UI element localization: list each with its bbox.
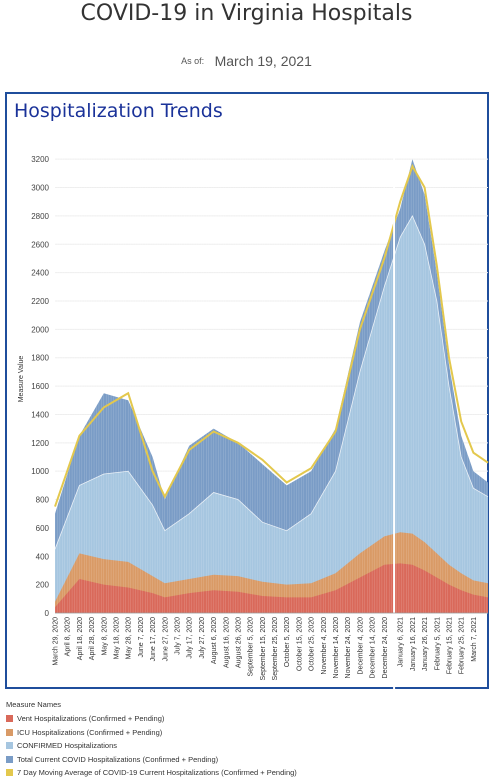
x-tick-label: January 16, 2021: [410, 617, 417, 671]
legend-label: Vent Hospitalizations (Confirmed + Pendi…: [17, 714, 165, 724]
as-of-label: As of:: [181, 55, 205, 66]
y-tick-label: 200: [36, 581, 50, 590]
x-tick-label: May 18, 2020: [114, 617, 121, 660]
y-axis-title: Measure Value: [18, 356, 25, 403]
hospitalization-chart[interactable]: 0 200 400 600 800 1000 1200 1400 1600 1800 2000 220…: [0, 0, 493, 700]
series-area: [55, 563, 488, 613]
y-tick-label: 1800: [31, 354, 49, 363]
as-of-line: As of: March 19, 2021: [0, 52, 493, 70]
x-tick-label: June 7, 2020: [138, 617, 145, 658]
x-tick-label: November 14, 2020: [333, 617, 340, 679]
y-tick-label: 2000: [31, 325, 49, 334]
y-tick-label: 2600: [31, 240, 49, 249]
legend-item[interactable]: 7 Day Moving Average of COVID-19 Current…: [6, 766, 486, 780]
x-tick-label: June 17, 2020: [150, 617, 157, 661]
x-tick-label: December 14, 2020: [370, 617, 377, 679]
x-tick-label: September 25, 2020: [272, 617, 279, 681]
x-tick-label: November 24, 2020: [345, 617, 352, 679]
x-tick-label: October 5, 2020: [284, 617, 291, 667]
moving-average-line: [54, 163, 489, 507]
legend-swatch: [6, 769, 13, 777]
legend-swatch: [6, 728, 13, 736]
x-tick-label: March 29, 2020: [53, 617, 60, 666]
legend-title: Measure Names: [6, 700, 62, 709]
legend-item[interactable]: CONFIRMED Hospitalizations: [6, 739, 486, 753]
x-tick-label: July 7, 2020: [175, 617, 182, 655]
x-tick-label: April 18, 2020: [77, 617, 84, 660]
y-tick-label: 3200: [31, 155, 49, 164]
x-tick-label: March 7, 2021: [471, 617, 478, 662]
x-tick-label: February 15, 2021: [447, 617, 454, 674]
y-tick-label: 1600: [31, 382, 49, 391]
x-tick-label: August 26, 2020: [236, 617, 243, 668]
y-tick-label: 2200: [31, 297, 49, 306]
legend-swatch: [6, 755, 13, 763]
x-tick-label: July 27, 2020: [199, 617, 206, 659]
x-tick-label: October 25, 2020: [309, 617, 316, 671]
x-tick-label: October 15, 2020: [296, 617, 303, 671]
x-tick-label: February 5, 2021: [434, 617, 441, 670]
confirmed-edge-line: [54, 215, 489, 550]
y-tick-label: 2800: [31, 212, 49, 221]
x-tick-label: April 8, 2020: [65, 617, 72, 656]
x-tick-label: August 6, 2020: [211, 617, 218, 664]
x-tick-label: February 25, 2021: [459, 617, 466, 674]
legend-label: ICU Hospitalizations (Confirmed + Pendin…: [17, 727, 163, 737]
y-tick-label: 1000: [31, 467, 49, 476]
x-tick-label: April 28, 2020: [89, 617, 96, 660]
x-tick-label: September 5, 2020: [248, 617, 255, 677]
page-title: COVID-19 in Virginia Hospitals: [80, 1, 413, 26]
legend-swatch: [6, 742, 13, 750]
legend-label: 7 Day Moving Average of COVID-19 Current…: [17, 768, 297, 778]
panel-title: Hospitalization Trends: [14, 100, 223, 122]
x-tick-label: January 26, 2021: [422, 617, 429, 671]
y-tick-label: 600: [36, 524, 50, 533]
legend-label: Total Current COVID Hospitalizations (Co…: [17, 754, 219, 764]
legend-label: CONFIRMED Hospitalizations: [17, 741, 118, 751]
legend-item[interactable]: ICU Hospitalizations (Confirmed + Pendin…: [6, 726, 486, 740]
x-tick-label: January 6, 2021: [398, 617, 405, 667]
y-tick-label: 0: [45, 609, 50, 618]
x-tick-label: December 24, 2020: [382, 617, 389, 679]
y-tick-label: 1400: [31, 410, 49, 419]
y-tick-label: 1200: [31, 439, 49, 448]
y-tick-label: 800: [36, 496, 50, 505]
series-area: [55, 215, 488, 613]
x-tick-label: May 28, 2020: [126, 617, 133, 660]
y-tick-label: 3000: [31, 184, 49, 193]
y-tick-label: 400: [36, 552, 50, 561]
x-tick-label: June 27, 2020: [162, 617, 169, 661]
legend-item[interactable]: Total Current COVID Hospitalizations (Co…: [6, 753, 486, 767]
legend: Measure Names Vent Hospitalizations (Con…: [6, 700, 486, 780]
x-tick-label: August 16, 2020: [223, 617, 230, 668]
x-tick-label: December 4, 2020: [357, 617, 364, 675]
legend-swatch: [6, 715, 13, 723]
legend-item[interactable]: Vent Hospitalizations (Confirmed + Pendi…: [6, 712, 486, 726]
x-tick-label: November 4, 2020: [321, 617, 328, 675]
y-tick-label: 2400: [31, 269, 49, 278]
as-of-date: March 19, 2021: [214, 52, 312, 69]
x-tick-label: September 15, 2020: [260, 617, 267, 681]
x-tick-label: July 17, 2020: [187, 617, 194, 659]
x-tick-label: May 8, 2020: [101, 617, 108, 656]
